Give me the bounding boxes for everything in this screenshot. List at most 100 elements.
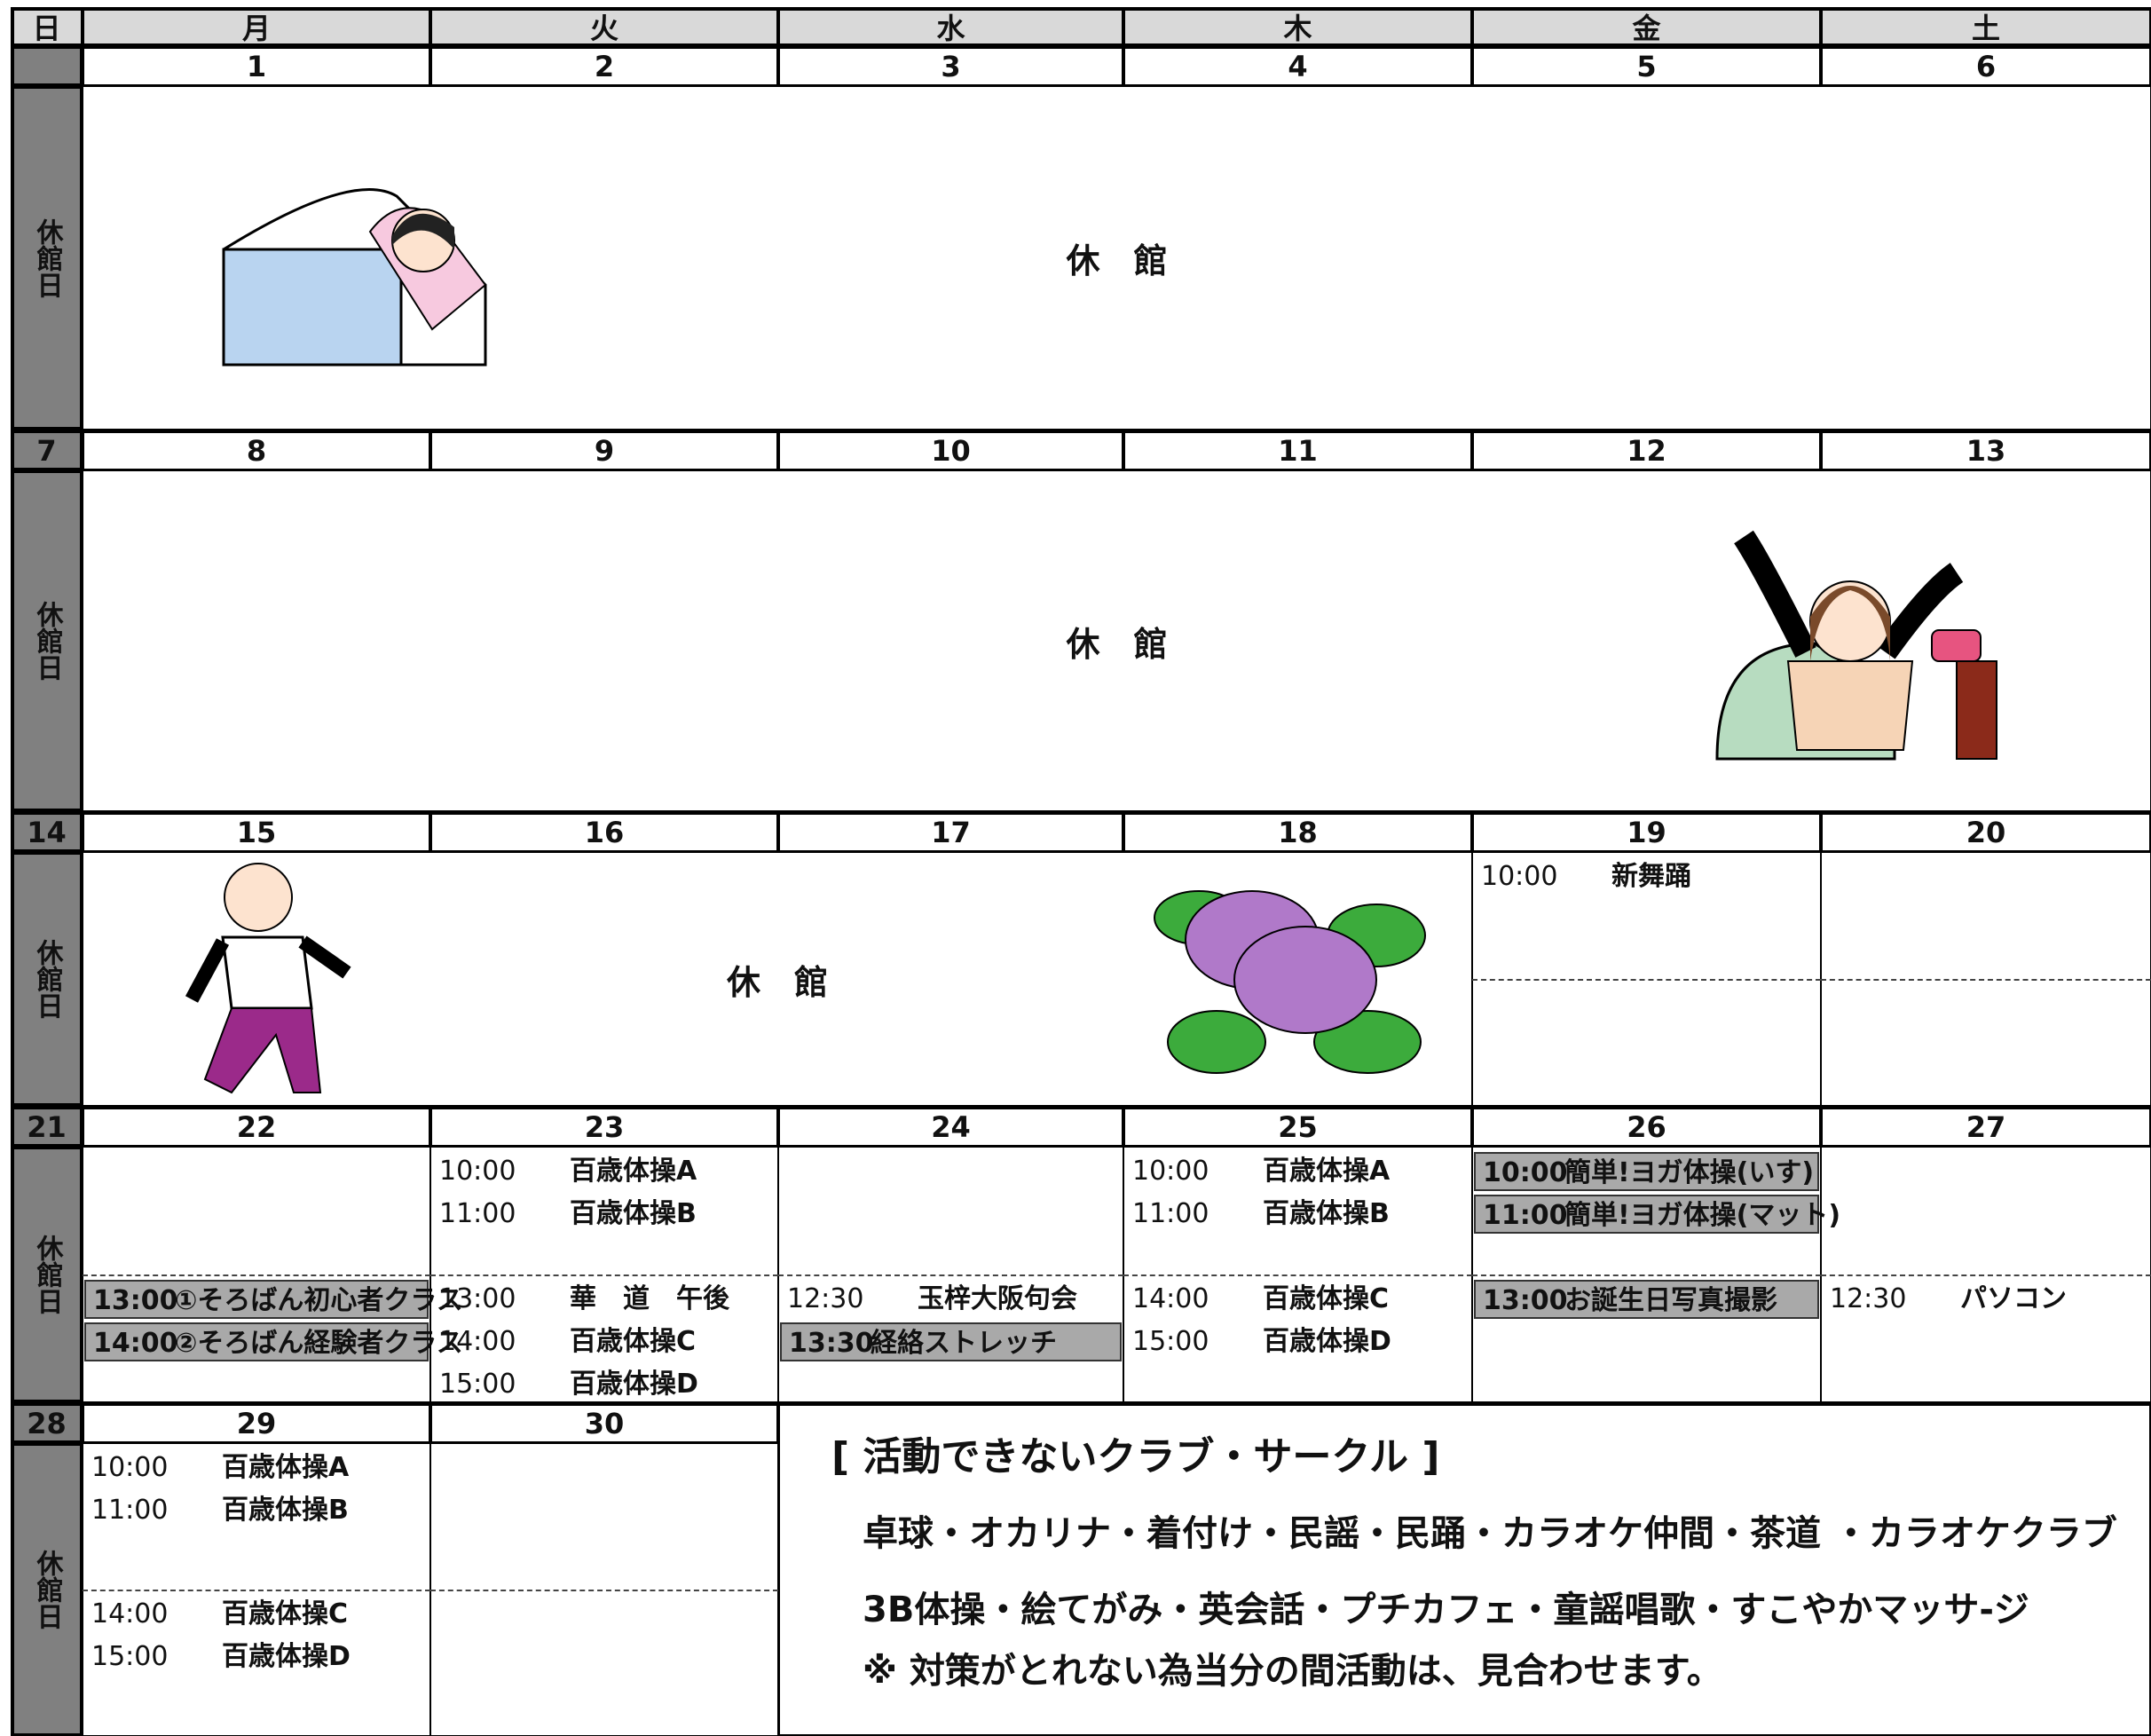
event: 10:00 百歳体操A [1125, 1152, 1470, 1191]
event: 11:00 百歳体操B [1125, 1195, 1470, 1234]
illustration-sleeping [222, 188, 487, 367]
event-time: 14:00 [1132, 1283, 1209, 1314]
event-name: 百歳体操B [570, 1198, 697, 1229]
illustration-hydrangea [1154, 890, 1426, 1074]
day-header: 火 [430, 7, 778, 45]
date: 20 [1821, 811, 2151, 852]
event: 14:00 ②そろばん経験者クラス [84, 1322, 463, 1361]
day-header: 月 [83, 7, 430, 45]
event-name: 簡単!ヨガ体操(いす) [1564, 1157, 1815, 1188]
date: 23 [430, 1106, 778, 1147]
event: 14:00 百歳体操C [432, 1322, 776, 1361]
event-time: 10:00 [1481, 861, 1558, 892]
event-time: 14:00 [93, 1328, 178, 1359]
event-time: 10:00 [439, 1156, 516, 1187]
event: 14:00 百歳体操C [84, 1595, 429, 1634]
event: 11:00 百歳体操B [432, 1195, 776, 1234]
event: 14:00 百歳体操C [1125, 1280, 1470, 1319]
event-name: ②そろばん経験者クラス [175, 1328, 463, 1359]
event-name: 百歳体操A [1263, 1156, 1391, 1187]
date: 8 [83, 430, 430, 470]
event: 12:30 玉梓大阪句会 [780, 1280, 1122, 1319]
date: 1 [83, 45, 430, 86]
date: 17 [778, 811, 1123, 852]
date: 9 [430, 430, 778, 470]
event-time: 14:00 [91, 1598, 169, 1629]
event: 11:00 簡単!ヨガ体操(マット) [1474, 1195, 1840, 1234]
am-pm-divider [83, 1590, 430, 1591]
closed-area: 休 館 [83, 86, 2151, 430]
event-name: 百歳体操D [1263, 1326, 1391, 1357]
event-name: 百歳体操C [222, 1598, 349, 1629]
date: 29 [83, 1402, 430, 1443]
event-name: 簡単!ヨガ体操(マット) [1564, 1200, 1841, 1231]
sunday-date: 28 [11, 1402, 83, 1443]
sunday-date: 14 [11, 811, 83, 852]
date: 26 [1472, 1106, 1821, 1147]
notice-title: [ 活動できないクラブ・サークル ] [831, 1434, 1440, 1480]
event-name: 百歳体操C [1263, 1283, 1390, 1314]
am-pm-divider [83, 1274, 430, 1276]
event-name: 華 道 午後 [570, 1283, 729, 1314]
date: 18 [1123, 811, 1472, 852]
event: 15:00 百歳体操D [84, 1637, 429, 1677]
event: 13:30 経絡ストレッチ [780, 1322, 1122, 1361]
event: 13:00 お誕生日写真撮影 [1474, 1280, 1819, 1319]
notice-note: ※ 対策がとれない為当分の間活動は、見合わせます。 [863, 1651, 1722, 1692]
event-time: 11:00 [1132, 1198, 1209, 1229]
date: 11 [1123, 430, 1472, 470]
am-pm-divider [1821, 979, 2151, 981]
date: 12 [1472, 430, 1821, 470]
day-header: 土 [1821, 7, 2151, 45]
event: 10:00 新舞踊 [1474, 857, 1819, 896]
event-time: 12:30 [1830, 1283, 1907, 1314]
event-name: 百歳体操C [570, 1326, 697, 1357]
illustration-waking [1715, 530, 1997, 761]
outer-border [11, 7, 2151, 1736]
event-time: 13:30 [789, 1328, 874, 1359]
event-time: 14:00 [439, 1326, 516, 1357]
am-pm-divider [430, 1274, 778, 1276]
date: 4 [1123, 45, 1472, 86]
sunday-date: 7 [11, 430, 83, 470]
event-time: 10:00 [1132, 1156, 1209, 1187]
date: 30 [430, 1402, 778, 1443]
date: 25 [1123, 1106, 1472, 1147]
event: 13:00 ①そろばん初心者クラス [84, 1280, 463, 1319]
event-time: 13:00 [93, 1285, 178, 1316]
event: 10:00 百歳体操A [84, 1448, 429, 1487]
date: 10 [778, 430, 1123, 470]
sunday-label: 休館日 [11, 1443, 83, 1736]
event-time: 13:00 [1483, 1285, 1568, 1316]
event-time: 15:00 [1132, 1326, 1209, 1357]
event-name: お誕生日写真撮影 [1564, 1285, 1777, 1316]
event-name: 百歳体操A [222, 1452, 350, 1483]
notice-line: 卓球・オカリナ・着付け・民謡・民踊・カラオケ仲間・茶道 ・カラオケクラブ [863, 1513, 2117, 1554]
event-time: 15:00 [439, 1369, 516, 1400]
notice-area [778, 1402, 2151, 1736]
event-time: 10:00 [91, 1452, 169, 1483]
date: 16 [430, 811, 778, 852]
event-name: 百歳体操B [1263, 1198, 1390, 1229]
event: 11:00 百歳体操B [84, 1491, 429, 1530]
event: 10:00 百歳体操A [432, 1152, 776, 1191]
event-name: ①そろばん初心者クラス [175, 1285, 463, 1316]
event-name: 百歳体操D [570, 1369, 698, 1400]
day-header: 日 [11, 7, 83, 45]
event-name: 百歳体操B [222, 1495, 349, 1526]
am-pm-divider [430, 1590, 778, 1591]
date: 15 [83, 811, 430, 852]
date: 2 [430, 45, 778, 86]
event: 15:00 百歳体操D [432, 1365, 776, 1404]
event-time: 13:00 [439, 1283, 516, 1314]
day-header: 金 [1472, 7, 1821, 45]
event-time: 12:30 [787, 1283, 864, 1314]
date: 6 [1821, 45, 2151, 86]
event-name: 玉梓大阪句会 [918, 1283, 1077, 1314]
date: 5 [1472, 45, 1821, 86]
am-pm-divider [1472, 979, 1821, 981]
am-pm-divider [1123, 1274, 1472, 1276]
event-time: 15:00 [91, 1641, 169, 1672]
date: 22 [83, 1106, 430, 1147]
